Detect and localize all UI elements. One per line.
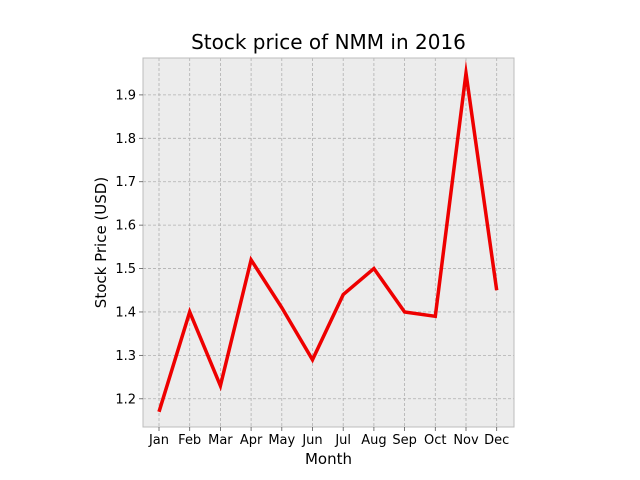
y-tick-label: 1.7 xyxy=(115,175,136,190)
y-tick-label: 1.3 xyxy=(115,349,136,364)
x-tick-label: Jan xyxy=(148,433,169,448)
x-tick-label: Apr xyxy=(240,433,263,448)
series-layer xyxy=(157,60,499,414)
data-point xyxy=(372,267,376,271)
x-tick-label: Jun xyxy=(301,433,322,448)
y-tick-label: 1.2 xyxy=(115,392,136,407)
plot-frame xyxy=(142,57,515,428)
data-point xyxy=(280,306,284,310)
y-tick-label: 1.4 xyxy=(115,305,136,320)
data-point xyxy=(403,310,407,314)
x-tick-label: Sep xyxy=(392,433,417,448)
y-tick-label: 1.8 xyxy=(115,132,136,147)
data-point xyxy=(341,293,345,297)
data-point xyxy=(249,258,253,262)
x-axis-ticks: Jan Feb Mar Apr May Jun Jul Aug Sep Oct Nov Dec xyxy=(148,427,509,448)
data-point xyxy=(433,314,437,318)
x-tick-label: Nov xyxy=(453,433,479,448)
x-tick-label: Oct xyxy=(424,433,446,448)
x-tick-label: Aug xyxy=(361,433,386,448)
x-tick-label: Feb xyxy=(178,433,201,448)
data-point xyxy=(188,310,192,314)
grid xyxy=(143,58,514,427)
data-point xyxy=(311,358,315,362)
chart-title: Stock price of NMM in 2016 xyxy=(191,30,466,54)
y-axis-label: Stock Price (USD) xyxy=(92,177,110,308)
x-axis-label: Month xyxy=(305,450,352,468)
plot-area xyxy=(143,58,514,427)
y-axis-ticks: 1.2 1.3 1.4 1.5 1.6 1.7 1.8 1.9 xyxy=(115,88,143,407)
data-point xyxy=(157,410,161,414)
data-point xyxy=(218,384,222,388)
x-tick-label: Jul xyxy=(334,433,351,448)
data-point xyxy=(495,288,499,292)
x-tick-label: Dec xyxy=(484,433,509,448)
y-tick-label: 1.6 xyxy=(115,219,136,234)
series-line xyxy=(157,60,499,413)
data-point xyxy=(464,71,468,75)
y-tick-label: 1.5 xyxy=(115,262,136,277)
x-tick-label: Mar xyxy=(208,433,233,448)
x-tick-label: May xyxy=(268,433,295,448)
y-tick-label: 1.9 xyxy=(115,88,136,103)
